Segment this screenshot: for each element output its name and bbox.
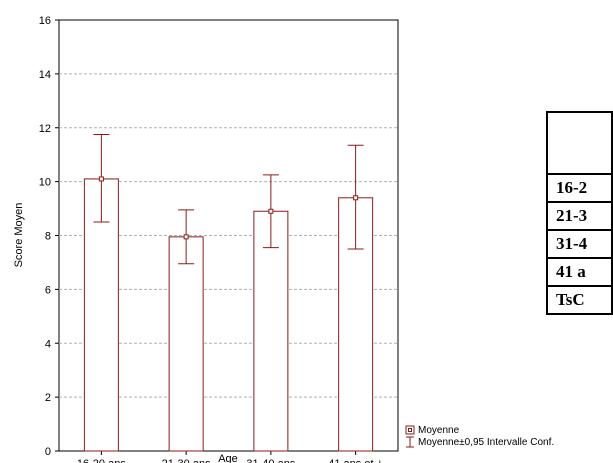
side-table-cell: 41 a xyxy=(546,257,613,287)
mean-marker xyxy=(353,195,359,201)
mean-marker xyxy=(183,234,189,240)
side-table-cell: 31-4 xyxy=(546,229,613,259)
bar xyxy=(83,178,119,452)
y-axis-title: Score Moyen xyxy=(13,203,25,268)
y-tick-label: 4 xyxy=(45,338,51,350)
x-tick-label: 21-30 ans xyxy=(162,458,211,463)
legend-mean-marker-inner xyxy=(408,428,412,432)
x-tick-label: 16-20 ans xyxy=(77,458,126,463)
y-tick-label: 6 xyxy=(45,284,51,296)
bars xyxy=(83,133,374,452)
x-tick-label: 31-40 ans xyxy=(246,458,295,463)
side-table-cell: 16-2 xyxy=(546,173,613,203)
x-tick-label: 41 ans et + xyxy=(328,458,383,463)
mean-marker xyxy=(98,176,104,182)
y-axis: 0 2 4 6 8 10 12 14 16 xyxy=(39,15,59,458)
legend: Moyenne Moyenne±0,95 Intervalle Conf. xyxy=(405,425,554,448)
bar xyxy=(168,236,204,452)
legend-ci-label: Moyenne±0,95 Intervalle Conf. xyxy=(418,437,554,448)
y-tick-label: 0 xyxy=(45,446,51,458)
side-table-cell: TsC xyxy=(546,285,613,315)
mean-marker xyxy=(268,208,274,214)
side-table-cell: 21-3 xyxy=(546,201,613,231)
y-tick-label: 10 xyxy=(39,177,51,189)
y-tick-label: 8 xyxy=(45,231,51,243)
y-tick-label: 16 xyxy=(39,15,51,27)
legend-mean-label: Moyenne xyxy=(418,425,460,436)
x-axis: 16-20 ans 21-30 ans 31-40 ans 41 ans et + xyxy=(77,451,383,463)
y-tick-label: 12 xyxy=(39,123,51,135)
y-tick-label: 14 xyxy=(39,69,51,81)
legend-mean-marker xyxy=(405,425,415,435)
y-tick-label: 2 xyxy=(45,392,51,404)
side-table-header xyxy=(546,111,613,175)
side-table: 16-2 21-3 31-4 41 a TsC xyxy=(546,111,613,315)
x-axis-title: Age xyxy=(218,453,238,463)
